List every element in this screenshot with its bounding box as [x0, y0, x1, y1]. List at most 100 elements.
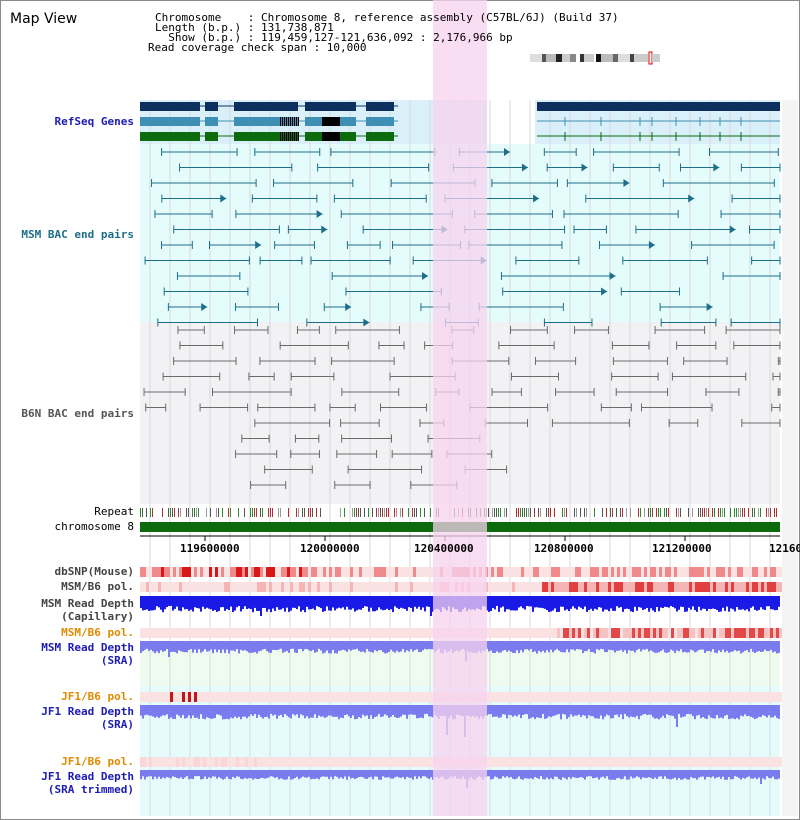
- read-depth-bar: [578, 770, 580, 778]
- read-depth-bar: [614, 641, 616, 653]
- polymorphism-cell: [290, 567, 293, 577]
- read-depth-bar: [184, 596, 186, 610]
- repeat-element: [216, 508, 217, 517]
- polymorphism-cell: [770, 567, 773, 577]
- read-depth-bar: [156, 770, 158, 779]
- read-depth-bar: [488, 641, 490, 652]
- polymorphism-cell: [344, 628, 347, 638]
- polymorphism-cell: [314, 628, 317, 638]
- read-depth-bar: [142, 596, 144, 611]
- polymorphism-cell: [164, 628, 167, 638]
- read-depth-bar: [224, 705, 226, 720]
- ideogram-band: [601, 54, 613, 62]
- msm-bac-label[interactable]: MSM BAC end pairs: [21, 228, 134, 241]
- polymorphism-cell: [779, 757, 782, 767]
- read-depth-bar: [204, 705, 206, 720]
- polymorphism-cell: [686, 757, 689, 767]
- read-depth-bar: [698, 596, 700, 607]
- read-depth-bar: [682, 596, 684, 608]
- read-depth-bar: [146, 641, 148, 649]
- ideogram-band: [596, 54, 601, 62]
- polymorphism-cell: [377, 692, 380, 702]
- read-depth-bar: [230, 770, 232, 780]
- read-depth-bar: [570, 596, 572, 609]
- refseq-genes-label[interactable]: RefSeq Genes: [54, 115, 134, 128]
- read-depth-bar: [498, 770, 500, 779]
- polymorphism-cell: [713, 692, 716, 702]
- polymorphism-cell: [296, 757, 299, 767]
- read-depth-bar: [390, 705, 392, 717]
- read-depth-bar: [644, 596, 646, 610]
- repeat-element: [562, 508, 563, 517]
- read-depth-bar: [236, 770, 238, 777]
- read-depth-bar: [562, 705, 564, 714]
- polymorphism-cell: [659, 757, 662, 767]
- selected-region-highlight[interactable]: [433, 0, 487, 816]
- read-depth-bar: [732, 770, 734, 779]
- read-depth-bar: [598, 596, 600, 608]
- polymorphism-cell: [587, 692, 590, 702]
- repeat-element: [620, 508, 621, 517]
- read-depth-bar: [494, 705, 496, 717]
- read-depth-bar: [736, 770, 738, 777]
- polymorphism-cell: [392, 692, 395, 702]
- read-depth-bar: [328, 770, 330, 780]
- read-depth-bar: [392, 705, 394, 716]
- polymorphism-cell: [617, 757, 620, 767]
- polymorphism-cell: [329, 692, 332, 702]
- read-depth-bar: [632, 770, 634, 779]
- repeat-element: [664, 508, 665, 517]
- polymorphism-cell: [632, 582, 635, 592]
- read-depth-bar: [346, 641, 348, 652]
- read-depth-bar: [728, 641, 730, 653]
- polymorphism-cell: [272, 582, 275, 592]
- polymorphism-cell: [752, 582, 755, 592]
- polymorphism-cell: [344, 582, 347, 592]
- read-depth-bar: [386, 705, 388, 716]
- polymorphism-cell: [164, 692, 167, 702]
- read-depth-bar: [262, 770, 264, 779]
- read-depth-bar: [302, 641, 304, 652]
- read-depth-bar: [320, 641, 322, 651]
- read-depth-bar: [160, 705, 162, 717]
- polymorphism-cell: [230, 567, 233, 577]
- polymorphism-cell: [530, 692, 533, 702]
- read-depth-bar: [714, 705, 716, 719]
- read-depth-bar: [292, 770, 294, 780]
- polymorphism-cell: [755, 692, 758, 702]
- read-depth-bar: [650, 596, 652, 609]
- read-depth-bar: [180, 596, 182, 612]
- polymorphism-cell: [587, 628, 590, 638]
- polymorphism-cell: [350, 567, 353, 577]
- polymorphism-cell: [689, 582, 692, 592]
- bac-arrow: [316, 210, 323, 218]
- repeat-element: [712, 508, 713, 517]
- read-depth-bar: [584, 596, 586, 607]
- b6n-bac-label[interactable]: B6N BAC end pairs: [21, 407, 134, 420]
- read-depth-bar: [256, 596, 258, 611]
- polymorphism-cell: [281, 757, 284, 767]
- polymorphism-cell: [332, 582, 335, 592]
- polymorphism-cell: [218, 757, 221, 767]
- read-depth-bar: [492, 705, 494, 718]
- polymorphism-cell: [362, 582, 365, 592]
- polymorphism-cell: [629, 628, 632, 638]
- read-depth-bar: [326, 596, 328, 607]
- polymorphism-cell: [668, 692, 671, 702]
- read-depth-bar: [538, 705, 540, 718]
- read-depth-bar: [140, 641, 142, 653]
- polymorphism-cell: [284, 757, 287, 767]
- read-depth-bar: [280, 596, 282, 610]
- read-depth-bar: [150, 641, 152, 650]
- read-depth-bar: [730, 770, 732, 780]
- polymorphism-cell: [143, 757, 146, 767]
- polymorphism-cell: [338, 567, 341, 577]
- polymorphism-cell: [230, 692, 233, 702]
- read-depth-bar: [630, 596, 632, 612]
- polymorphism-cell: [608, 567, 611, 577]
- polymorphism-cell: [428, 628, 431, 638]
- polymorphism-cell: [374, 628, 377, 638]
- polymorphism-cell: [629, 567, 632, 577]
- read-depth-bar: [336, 596, 338, 609]
